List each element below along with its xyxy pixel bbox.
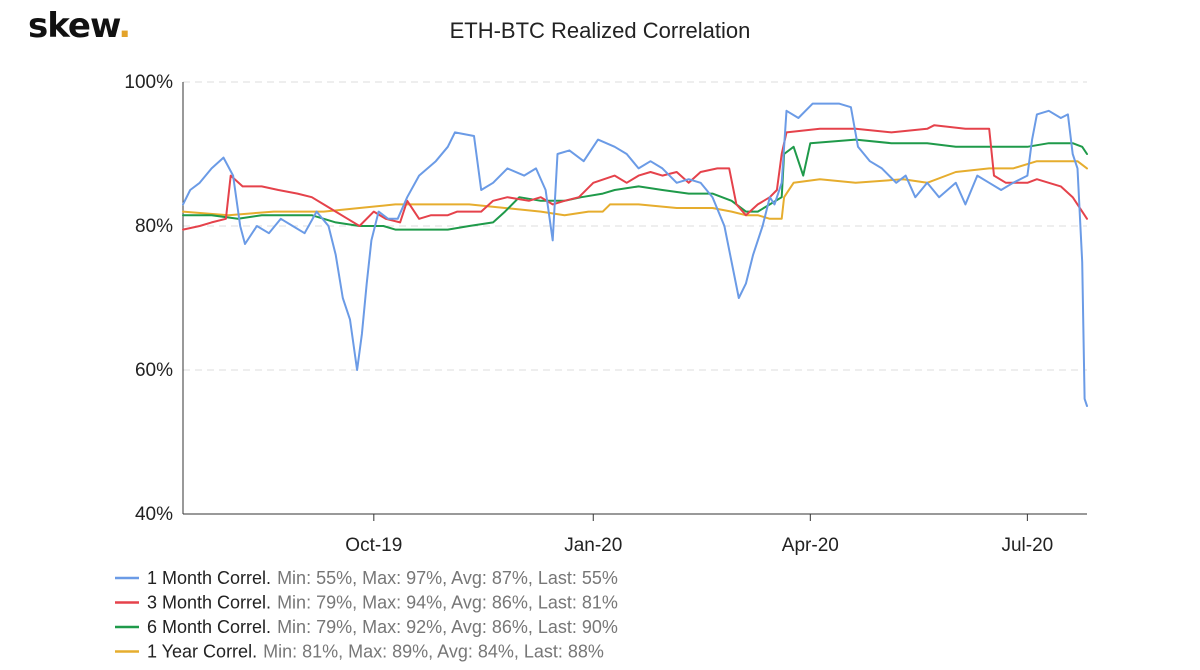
legend-series-stats: Min: 55%, Max: 97%, Avg: 87%, Last: 55%: [277, 568, 618, 588]
logo-dot: .: [118, 6, 131, 46]
legend-series-stats: Min: 79%, Max: 94%, Avg: 86%, Last: 81%: [277, 593, 618, 613]
series-line-3: [182, 138, 1088, 231]
legend-entry-3: 6 Month Correl. Min: 79%, Max: 92%, Avg: …: [147, 617, 618, 637]
legend-entry-4: 1 Year Correl. Min: 81%, Max: 89%, Avg: 8…: [147, 642, 604, 662]
legend-series-name: 1 Year Correl.: [147, 642, 257, 662]
x-tick-label: Jul-20: [1001, 535, 1053, 556]
legend-series-stats: Min: 81%, Max: 89%, Avg: 84%, Last: 88%: [263, 642, 604, 662]
series-line-2: [182, 124, 1088, 231]
series-line-1: [182, 102, 1088, 407]
chart-title: ETH-BTC Realized Correlation: [450, 18, 751, 43]
legend-series-stats: Min: 79%, Max: 92%, Avg: 86%, Last: 90%: [277, 617, 618, 637]
axis-layer: 40% 60% 80% 100% Oct-19 Jan-20 Apr-20 Jul-20: [124, 72, 1087, 556]
y-tick-label: 60%: [135, 360, 173, 381]
skew-logo: skew.: [28, 6, 131, 46]
legend-entry-2: 3 Month Correl. Min: 79%, Max: 94%, Avg: …: [147, 593, 618, 613]
series-layer: [182, 102, 1088, 407]
legend: 1 Month Correl. Min: 55%, Max: 97%, Avg: …: [115, 568, 618, 662]
x-tick-label: Oct-19: [345, 535, 402, 556]
x-tick-label: Jan-20: [564, 535, 622, 556]
grid-layer: [183, 81, 1087, 371]
legend-series-name: 3 Month Correl.: [147, 593, 271, 613]
y-tick-label: 40%: [135, 504, 173, 525]
y-tick-label: 100%: [124, 72, 173, 93]
y-tick-label: 80%: [135, 216, 173, 237]
legend-entry-1: 1 Month Correl. Min: 55%, Max: 97%, Avg: …: [147, 568, 618, 588]
x-tick-label: Apr-20: [782, 535, 839, 556]
legend-series-name: 1 Month Correl.: [147, 568, 271, 588]
logo-text: skew: [28, 6, 119, 46]
series-line-4: [182, 160, 1088, 220]
legend-series-name: 6 Month Correl.: [147, 617, 271, 637]
